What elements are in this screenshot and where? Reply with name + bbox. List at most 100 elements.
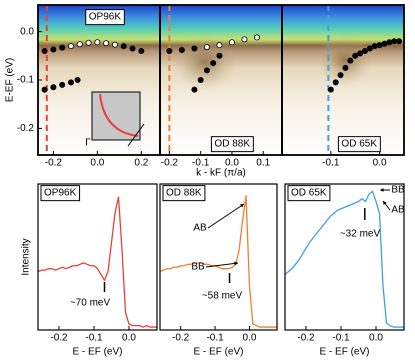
band-point <box>391 38 398 45</box>
band-point <box>352 52 359 59</box>
band-point <box>210 60 217 67</box>
panel-label-box <box>85 9 125 26</box>
annotation: BB <box>391 185 405 196</box>
x-tick-label: 0.2 <box>134 158 148 169</box>
panel-label: OD 65K <box>291 188 327 199</box>
band-point <box>138 47 145 54</box>
x-tick-label: -0.1 <box>332 333 350 344</box>
edc-line <box>37 196 157 328</box>
band-point <box>337 72 344 79</box>
panel-label-box <box>287 185 331 202</box>
band-point <box>203 67 210 74</box>
annotation: ~70 meV <box>70 298 111 309</box>
x-tick-label: 0.0 <box>90 158 104 169</box>
edc-line <box>159 195 277 328</box>
band-point <box>76 41 83 48</box>
band-point <box>386 39 393 46</box>
panel: -0.2 -0.1 0.0 OD 65K E - EF (eV) BB AB ~32 meV <box>284 183 405 358</box>
band-point <box>371 43 378 50</box>
band-point <box>50 46 57 53</box>
band-point <box>216 42 223 49</box>
band-point <box>120 43 127 50</box>
fermi-surface-inset: Γ <box>85 91 145 149</box>
band-point <box>85 39 92 46</box>
y-tick-label: -0.1 <box>17 75 35 86</box>
panel-label-box <box>162 185 206 202</box>
x-axis-label: k - kF (π/a) <box>196 168 246 179</box>
arrow-head <box>380 188 384 192</box>
band-point <box>342 64 349 71</box>
band-point <box>361 47 368 54</box>
x-axis-label: E - EF (eV) <box>72 347 122 358</box>
x-tick-label: 0.0 <box>369 333 383 344</box>
band-point <box>203 44 210 51</box>
band-point <box>381 40 388 47</box>
arrow-head <box>240 204 244 208</box>
band-point <box>327 86 334 93</box>
panel-frame <box>37 183 158 331</box>
band-point <box>216 52 223 59</box>
band-point <box>50 84 57 91</box>
band-point <box>376 42 383 49</box>
y-tick-label: -0.2 <box>17 123 35 134</box>
x-tick-label: 0.0 <box>373 158 387 169</box>
band-point <box>67 79 74 86</box>
cut-indicator <box>127 123 145 147</box>
band-point <box>241 36 248 43</box>
x-tick-label: -0.2 <box>161 158 179 169</box>
annotation-arrow <box>205 262 239 268</box>
panel-label: OD 88K <box>214 139 250 150</box>
panel-label: OD 88K <box>166 188 202 199</box>
band-point <box>166 47 173 54</box>
panel-label: OP96K <box>44 188 77 199</box>
y-tick-label: 0.0 <box>20 26 34 37</box>
band-point <box>103 40 110 47</box>
y-axis-label: Intensity <box>21 238 32 275</box>
arrow-head <box>383 201 387 205</box>
band-point <box>178 47 185 54</box>
panel: -0.2 0.0 0.2 0.0 -0.1 -0.2 OP96K E-EF (eV) <box>5 4 161 169</box>
band-point <box>191 45 198 52</box>
panel-label-box <box>40 185 81 202</box>
band-point <box>228 39 235 46</box>
panel-label-box <box>210 136 254 153</box>
band-point <box>191 86 198 93</box>
x-tick-label: 0.1 <box>256 158 270 169</box>
panel: -0.1 0.0 OD 65K <box>281 4 405 169</box>
x-tick-label: 0.0 <box>225 158 239 169</box>
band-point <box>129 45 136 52</box>
arrow-head <box>234 261 238 266</box>
band-point <box>332 79 339 86</box>
band-point <box>347 57 354 64</box>
band-point <box>59 44 66 51</box>
band-point <box>357 50 364 57</box>
x-tick-label: -0.1 <box>192 158 210 169</box>
annotation: AB <box>391 205 405 216</box>
band-point <box>67 43 74 50</box>
band-point <box>41 47 48 54</box>
x-tick-label: -0.1 <box>85 333 103 344</box>
annotation: ~58 meV <box>202 291 243 302</box>
band-point <box>59 81 66 88</box>
panel-frame <box>281 4 405 156</box>
band-point <box>94 39 101 46</box>
edc-line <box>284 190 404 328</box>
x-tick-label: 0.0 <box>122 333 136 344</box>
band-point <box>396 38 403 45</box>
x-tick-label: -0.1 <box>322 158 340 169</box>
intensity-blob <box>173 34 237 90</box>
annotation-arrow <box>207 203 245 229</box>
x-tick-label: -0.2 <box>172 333 190 344</box>
x-tick-label: -0.1 <box>206 333 224 344</box>
intensity-blob <box>317 34 373 86</box>
x-axis-label: E - EF (eV) <box>193 347 243 358</box>
x-tick-label: -0.2 <box>50 333 68 344</box>
inset-box <box>91 91 141 141</box>
band-point <box>197 77 204 84</box>
panel: -0.2 -0.1 0.0 OD 88K E - EF (eV) AB BB ~58 meV <box>159 183 278 358</box>
panel-label: OD 65K <box>341 139 377 150</box>
panel-frame <box>159 183 278 331</box>
band-point <box>41 86 48 93</box>
panel: -0.2 -0.1 0.0 OP96K Intensity E - EF (eV) ~70 … <box>21 183 158 358</box>
